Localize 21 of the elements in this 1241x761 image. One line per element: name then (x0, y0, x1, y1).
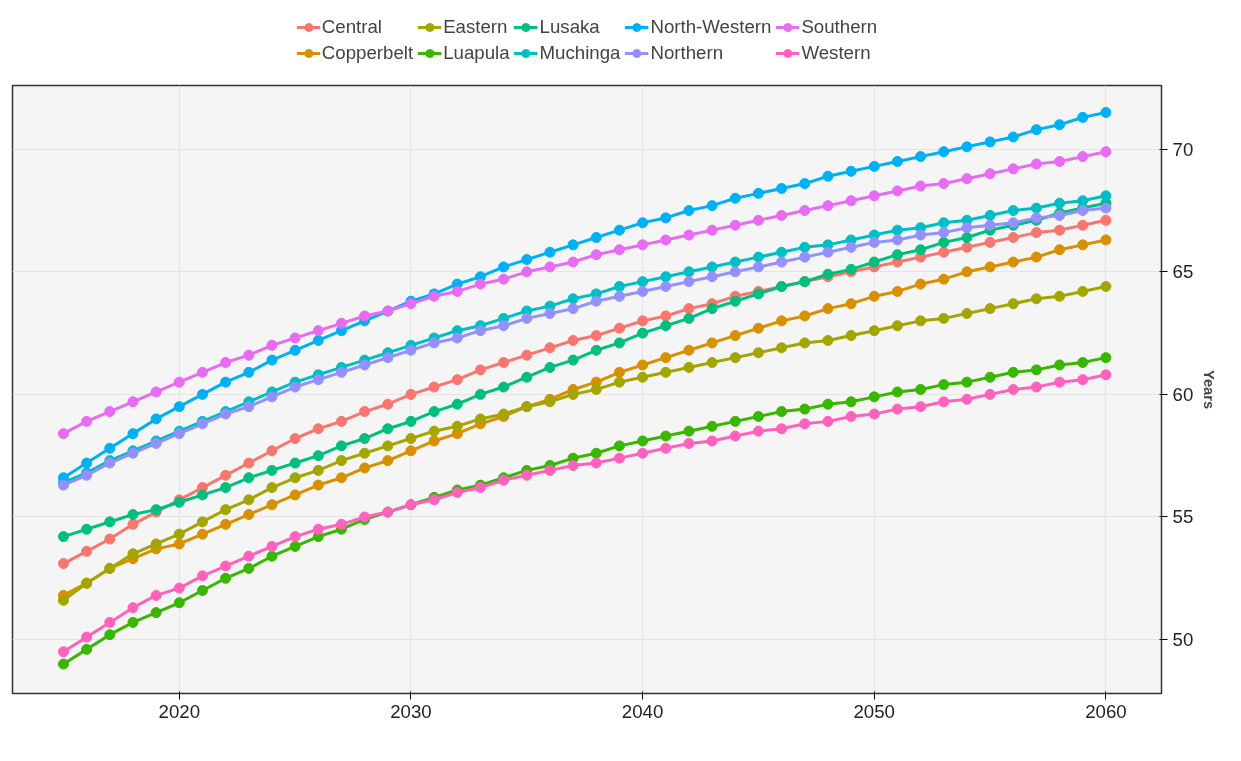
legend-label: Eastern (443, 16, 508, 38)
x-tick-label: 2060 (1085, 700, 1127, 722)
legend-label: North-Western (650, 16, 772, 38)
legend-label: Northern (650, 42, 724, 64)
y-tick-label: 50 (1172, 629, 1194, 651)
y-tick-label: 65 (1172, 261, 1194, 283)
legend-label: Luapula (443, 42, 510, 64)
legend-label: Muchinga (539, 42, 621, 64)
legend-label: Southern (801, 16, 878, 38)
x-tick-label: 2050 (853, 700, 896, 722)
x-tick-label: 2030 (390, 700, 432, 722)
y-axis-title: Years (1201, 369, 1218, 410)
legend-label: Lusaka (539, 16, 600, 38)
legend-label: Copperbelt (321, 42, 414, 64)
legend-label: Western (801, 42, 871, 64)
y-tick-label: 70 (1172, 138, 1194, 160)
x-tick-label: 2020 (158, 700, 201, 722)
legend-label: Central (321, 16, 383, 38)
y-tick-label: 55 (1172, 506, 1194, 528)
x-tick-label: 2040 (621, 700, 664, 722)
y-tick-label: 60 (1172, 383, 1194, 405)
